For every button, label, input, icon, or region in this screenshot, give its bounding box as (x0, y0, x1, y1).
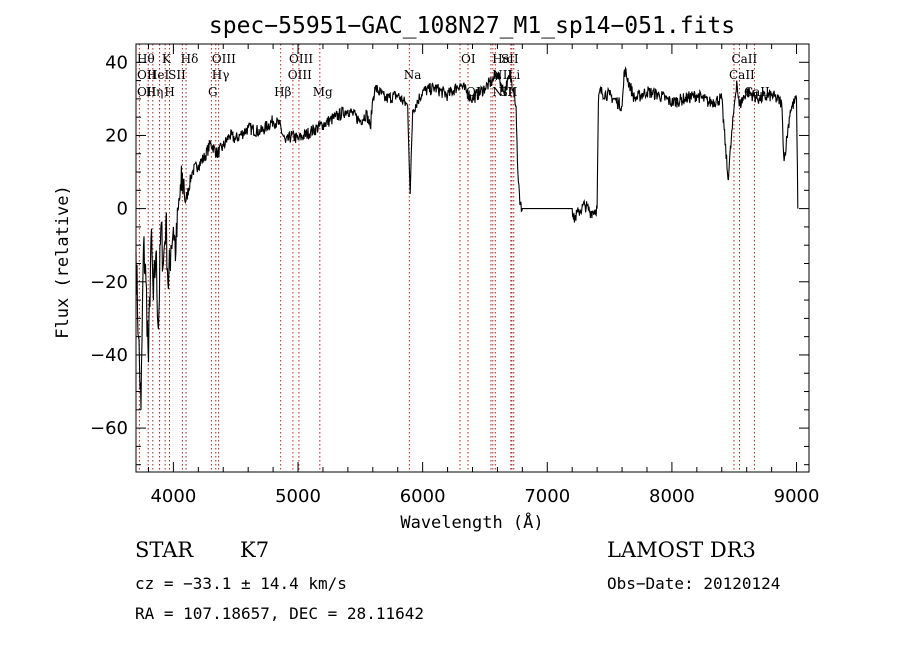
marker-label-22: Hβ (274, 85, 291, 99)
marker-label-2: Hδ (181, 52, 199, 66)
x-tick-label-2: 6000 (400, 486, 446, 507)
chart-title: spec−55951−GAC_108N27_M1_sp14−051.fits (209, 13, 735, 39)
marker-label-8: CaII (731, 52, 757, 66)
spectrum-line (135, 66, 799, 410)
object-subclass: K7 (240, 538, 270, 562)
observation-date: Obs−Date: 20120124 (607, 574, 781, 593)
marker-label-18: OII (137, 85, 157, 99)
marker-label-19: Hη (146, 85, 164, 99)
marker-label-17: CaII (729, 68, 755, 82)
marker-label-21: G (208, 85, 218, 99)
marker-label-1: K (162, 52, 172, 66)
x-tick-label-0: 4000 (150, 486, 196, 507)
marker-label-4: OIII (289, 52, 313, 66)
marker-label-12: Hγ (212, 68, 230, 82)
x-tick-label-4: 8000 (649, 486, 695, 507)
y-tick-label-1: −40 (90, 345, 128, 366)
marker-label-5: OI (461, 52, 476, 66)
plot-frame (135, 43, 810, 473)
object-class: STAR (135, 538, 194, 562)
marker-label-3: OIII (212, 52, 236, 66)
marker-label-14: Na (404, 68, 422, 82)
x-tick-label-1: 5000 (275, 486, 321, 507)
y-tick-label-3: 0 (117, 199, 128, 220)
marker-label-13: OIII (288, 68, 312, 82)
y-tick-label-0: −60 (90, 418, 128, 439)
marker-label-6: Hα (492, 52, 511, 66)
marker-label-23: Mg (313, 85, 333, 99)
marker-label-16: Li (508, 68, 520, 82)
y-axis-title: Flux (relative) (53, 185, 73, 339)
y-tick-label-4: 20 (105, 125, 128, 146)
marker-label-9: OII (137, 68, 157, 82)
coordinates: RA = 107.18657, DEC = 28.11642 (135, 604, 424, 623)
marker-label-7: SII (501, 52, 519, 66)
x-tick-label-3: 7000 (524, 486, 570, 507)
marker-label-10: HeI (147, 68, 170, 82)
survey-name: LAMOST DR3 (607, 538, 756, 562)
x-tick-label-5: 9000 (774, 486, 820, 507)
y-tick-label-5: 40 (105, 52, 128, 73)
x-axis: 4000 5000 6000 7000 8000 9000 (147, 44, 820, 507)
marker-label-20: H (164, 85, 174, 99)
y-tick-label-2: −20 (90, 272, 128, 293)
y-axis: −60 −40 −20 0 20 40 (90, 52, 809, 466)
marker-label-0: Hθ (137, 52, 155, 66)
emission-line-markers (138, 44, 755, 472)
marker-label-11: SII (168, 68, 186, 82)
radial-velocity: cz = −33.1 ± 14.4 km/s (135, 574, 347, 593)
x-axis-title: Wavelength (Å) (400, 511, 543, 533)
